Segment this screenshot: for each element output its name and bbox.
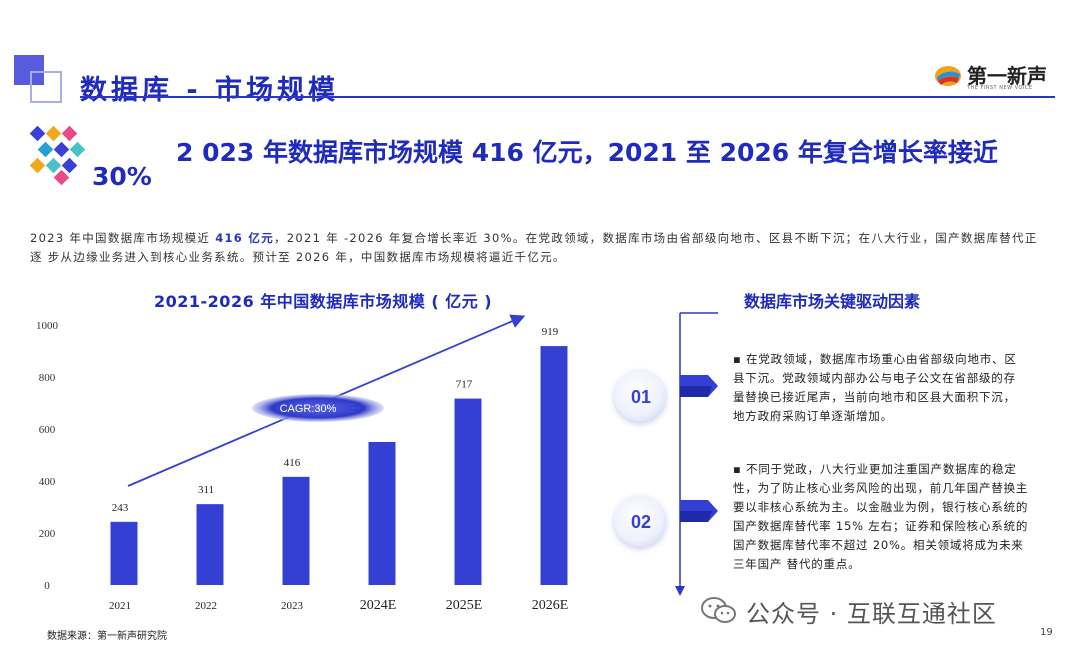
x-tick-label: 2024E: [360, 598, 397, 613]
y-tick-label: 600: [39, 424, 56, 436]
headline: 2 023 年数据库市场规模 416 亿元，2021 至 2026 年复合增长率…: [176, 138, 998, 167]
value-label: 416: [284, 457, 301, 469]
x-tick-label: 2026E: [532, 598, 569, 613]
header-decoration: [14, 55, 64, 105]
x-tick-label: 2025E: [446, 598, 483, 613]
timeline-arrow-head: [675, 586, 685, 596]
driver-number-02: 02: [631, 512, 651, 532]
x-tick-label: 2022: [195, 600, 217, 612]
summary-highlight: 416 亿元: [215, 231, 274, 245]
bar-2022: [196, 504, 224, 585]
bar-2021: [110, 521, 138, 585]
headline-continued: 30%: [92, 162, 152, 191]
summary-text: 2023 年中国数据库市场规模近: [30, 231, 216, 245]
value-label: 311: [198, 484, 214, 496]
value-label: 919: [542, 326, 559, 338]
watermark-text: 公众号 · 互联互通社区: [746, 600, 997, 628]
bar-2025E: [454, 398, 482, 585]
logo-icon: [935, 66, 961, 86]
bar-2023: [282, 476, 310, 585]
driver-number-01: 01: [631, 387, 651, 407]
bar-2024E: [368, 442, 396, 585]
y-tick-label: 0: [44, 580, 50, 592]
driver-item-02: 02: [614, 495, 718, 547]
brand-logo: 第一新声 THE FIRST NEW VOICE: [934, 58, 1059, 94]
drivers-timeline: 01 02: [614, 312, 718, 596]
x-tick-label: 2023: [281, 600, 304, 612]
logo-text: 第一新声: [967, 64, 1047, 88]
logo-subtext: THE FIRST NEW VOICE: [967, 85, 1033, 91]
driver-text-01: ▪ 在党政领域，数据库市场重心由省部级向地市、区县下沉。党政领域内部办公与电子公…: [733, 352, 1017, 423]
market-size-bar-chart: 0 200 400 600 800 1000 243 311 416 717 919 2021 20…: [36, 314, 569, 613]
wechat-icon: [701, 597, 736, 623]
drivers-title: 数据库市场关键驱动因素: [744, 292, 921, 311]
value-label: 717: [456, 379, 473, 391]
summary-text-rest: ，2021 年 -2026 年复合增长率近 30%。在党政领域，数据库市场由省部…: [30, 231, 1038, 264]
data-source: 数据来源：第一新声研究院: [47, 631, 167, 642]
y-tick-label: 400: [39, 476, 56, 488]
y-tick-label: 200: [39, 528, 56, 540]
y-tick-label: 800: [39, 372, 56, 384]
cagr-label: CAGR:30%: [280, 403, 337, 415]
driver-item-01: 01: [614, 370, 718, 422]
header-divider: [80, 96, 1055, 98]
driver-text-02: ▪ 不同于党政，八大行业更加注重国产数据库的稳定性，为了防止核心业务风险的出现，…: [733, 462, 1029, 571]
x-tick-label: 2021: [109, 600, 131, 612]
cagr-badge: [252, 394, 384, 422]
bar-2026E: [540, 346, 568, 585]
value-label: 243: [112, 502, 129, 514]
headline-icon: [29, 126, 86, 186]
chart-title: 2021-2026 年中国数据库市场规模 ( 亿元 ): [154, 292, 493, 311]
summary-paragraph: 2023 年中国数据库市场规模近 416 亿元，2021 年 -2026 年复合…: [30, 229, 1050, 267]
page-number: 19: [1040, 627, 1053, 638]
y-tick-label: 1000: [36, 320, 59, 332]
page-title: 数据库 - 市场规模: [80, 75, 340, 106]
